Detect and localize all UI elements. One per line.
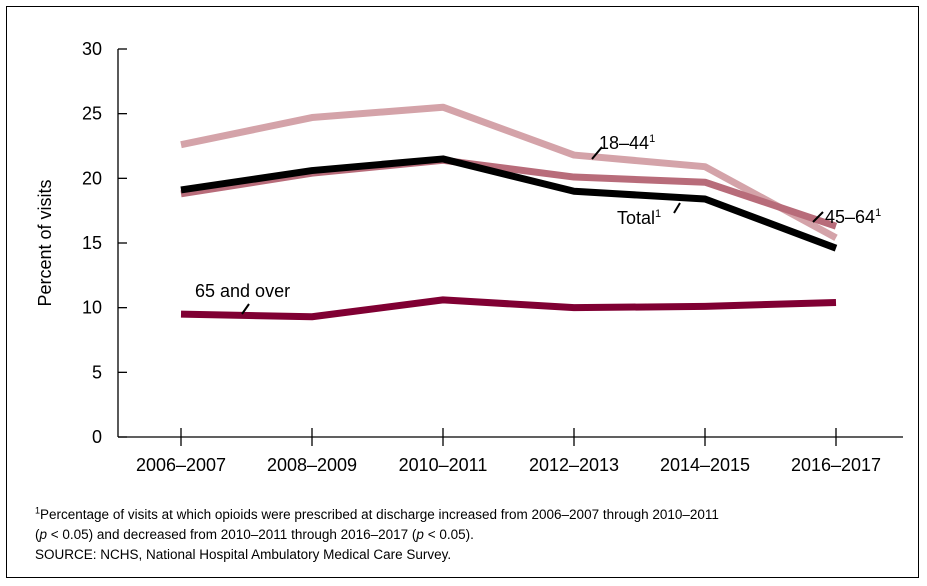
line-chart: 0 5 10 15 20 25 30 2006–2007 2008–2009 2010–2011 2… [35, 39, 903, 475]
y-tick-label: 20 [82, 168, 102, 188]
x-tick-label: 2008–2009 [267, 455, 357, 475]
y-tick-label: 10 [82, 298, 102, 318]
footnote-p-symbol-2: p [416, 527, 424, 542]
series-leader-line [241, 303, 250, 315]
series-line-1 [180, 156, 838, 230]
footnote-marker: 1 [35, 505, 41, 516]
y-tick-label: 15 [82, 233, 102, 253]
series-label: 18–441 [599, 133, 655, 153]
footnote: 1Percentage of visits at which opioids w… [35, 505, 719, 565]
series-line-3 [180, 296, 837, 321]
series-line-0 [180, 103, 838, 241]
x-tick-label: 2012–2013 [529, 455, 619, 475]
series-leader-line [673, 202, 681, 214]
footnote-line1: Percentage of visits at which opioids we… [40, 507, 719, 522]
series-leader-line [812, 211, 824, 223]
footnote-line2-part2: < 0.05). [423, 527, 474, 542]
y-tick-label: 25 [82, 104, 102, 124]
y-tick-label: 5 [92, 362, 102, 382]
x-tick-label: 2016–2017 [791, 455, 881, 475]
y-axis-label: Percent of visits [35, 179, 55, 306]
y-tick-label: 30 [82, 39, 102, 59]
series-label: 45–641 [825, 207, 881, 227]
x-tick-label: 2006–2007 [136, 455, 226, 475]
series-line-2 [180, 155, 838, 252]
x-tick-label: 2014–2015 [660, 455, 750, 475]
x-tick-label: 2010–2011 [399, 455, 488, 475]
series-leader-line [591, 146, 603, 160]
footnote-p-symbol-1: p [39, 527, 48, 542]
footnote-line2-part1: < 0.05) and decreased from 2010–2011 thr… [47, 527, 417, 542]
footnote-source: SOURCE: NCHS, National Hospital Ambulato… [35, 547, 452, 562]
footnote-note: 1Percentage of visits at which opioids w… [35, 505, 719, 542]
figure-frame: 0 5 10 15 20 25 30 2006–2007 2008–2009 2010–2011 2… [6, 6, 919, 578]
series-label: 65 and over [195, 281, 290, 301]
y-tick-label: 0 [92, 427, 102, 447]
series-label: Total1 [617, 208, 661, 228]
